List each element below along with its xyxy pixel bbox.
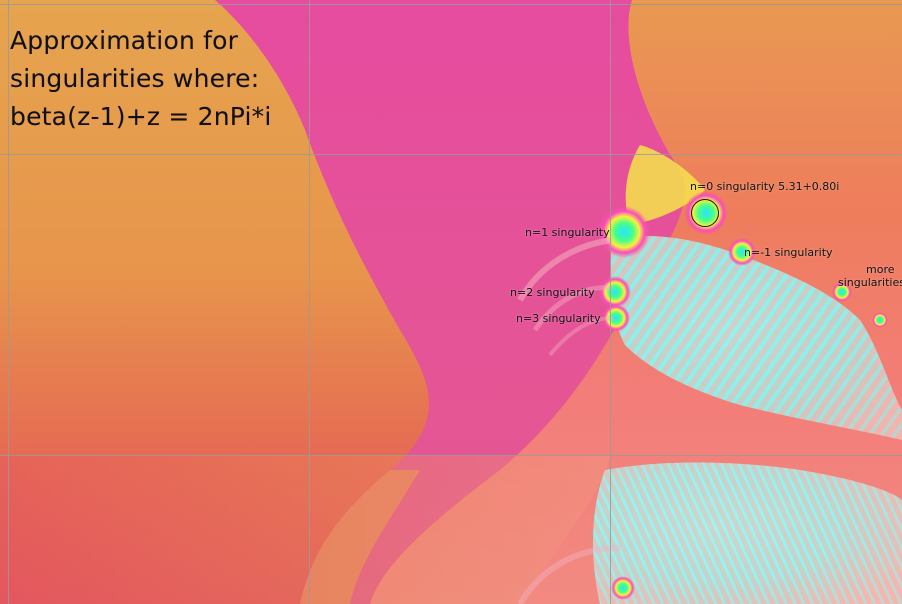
grid-line-horizontal-3	[0, 455, 902, 456]
grid-line-horizontal-1	[0, 4, 902, 5]
annotation-n2: n=2 singularity	[510, 286, 595, 299]
title-line-2: singularities where:	[10, 64, 260, 93]
grid-line-vertical-2	[309, 0, 310, 604]
singularity-circle-marker	[691, 199, 719, 227]
annotation-n3: n=3 singularity	[516, 312, 601, 325]
grid-line-vertical-1	[8, 0, 9, 604]
annotation-n0: n=0 singularity 5.31+0.80i	[690, 180, 840, 193]
title-line-3: beta(z-1)+z = 2nPi*i	[10, 102, 272, 131]
title-line-1: Approximation for	[10, 26, 239, 55]
annotation-nm1: n=-1 singularity	[744, 246, 833, 259]
grid-line-horizontal-2	[0, 154, 902, 155]
title-block: Approximation for singularities where: b…	[10, 22, 310, 136]
annotation-more-line1: more	[866, 263, 895, 276]
annotation-n1: n=1 singularity	[525, 226, 610, 239]
grid-line-vertical-3	[610, 0, 611, 604]
annotation-more-line2: singularities	[838, 276, 902, 289]
